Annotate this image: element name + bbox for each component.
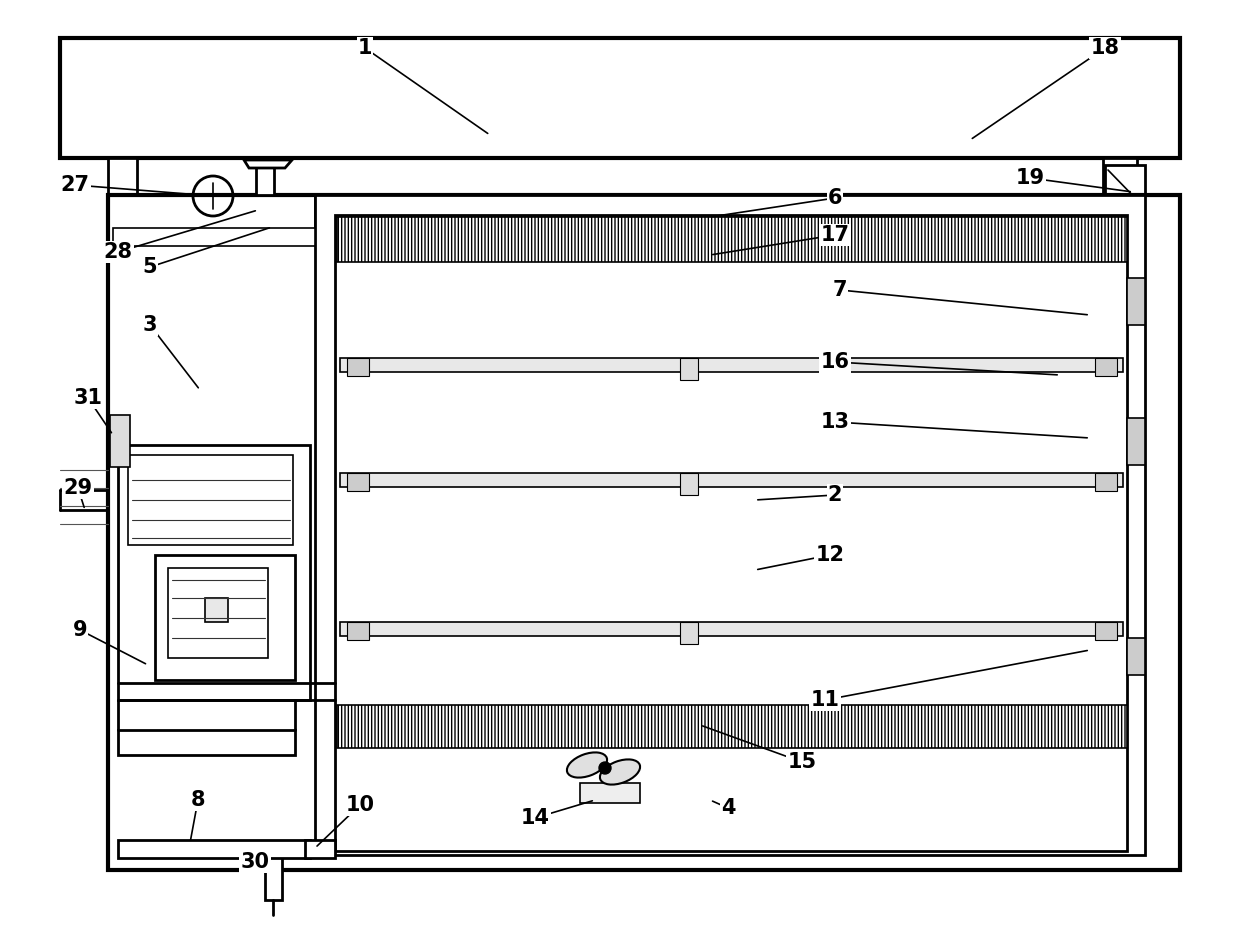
Bar — [265, 848, 281, 900]
Bar — [337, 705, 1127, 748]
Bar — [255, 165, 274, 195]
Bar — [108, 158, 136, 195]
Bar — [118, 445, 310, 700]
Circle shape — [599, 762, 611, 774]
Text: 27: 27 — [61, 175, 89, 195]
Text: 28: 28 — [103, 242, 133, 262]
Bar — [347, 473, 370, 491]
Bar — [305, 840, 335, 858]
Text: 18: 18 — [1090, 38, 1120, 58]
Bar — [1095, 622, 1117, 640]
Bar — [580, 783, 640, 803]
Bar — [167, 568, 268, 658]
Bar — [340, 622, 1123, 636]
Bar — [1095, 358, 1117, 376]
Bar — [118, 730, 295, 755]
Text: 5: 5 — [143, 257, 157, 277]
Bar — [315, 195, 1145, 855]
Bar — [1104, 158, 1137, 195]
Text: 13: 13 — [821, 412, 849, 432]
Bar — [128, 455, 293, 545]
Text: 9: 9 — [73, 620, 87, 640]
Bar — [1127, 278, 1145, 325]
Bar — [680, 622, 698, 644]
Text: 8: 8 — [191, 790, 206, 810]
Text: 2: 2 — [828, 485, 842, 505]
Text: 10: 10 — [346, 795, 374, 815]
Ellipse shape — [567, 753, 608, 778]
Bar — [108, 195, 1180, 870]
Bar — [60, 38, 1180, 158]
Text: 7: 7 — [833, 280, 847, 300]
Bar — [347, 358, 370, 376]
Bar — [340, 473, 1123, 487]
Bar — [1127, 638, 1145, 675]
Text: 17: 17 — [821, 225, 849, 245]
Text: 19: 19 — [1016, 168, 1044, 188]
Bar — [680, 358, 698, 380]
Bar — [1095, 473, 1117, 491]
Bar — [335, 215, 1127, 851]
Text: 3: 3 — [143, 315, 157, 335]
Text: 12: 12 — [816, 545, 844, 565]
Text: 11: 11 — [811, 690, 839, 710]
Text: 1: 1 — [358, 38, 372, 58]
Bar — [205, 598, 228, 622]
Bar — [1127, 418, 1145, 465]
Bar — [155, 555, 295, 680]
Bar — [113, 228, 315, 246]
Text: 14: 14 — [521, 808, 549, 828]
Bar — [347, 622, 370, 640]
Bar — [340, 358, 1123, 372]
Text: 30: 30 — [241, 852, 269, 872]
Bar — [1105, 165, 1145, 208]
Bar — [337, 217, 1127, 262]
Polygon shape — [244, 160, 291, 168]
Bar — [680, 473, 698, 495]
Text: 6: 6 — [828, 188, 842, 208]
Bar — [110, 415, 130, 467]
Text: 4: 4 — [720, 798, 735, 818]
Text: 31: 31 — [73, 388, 103, 408]
Bar — [118, 840, 310, 858]
Bar — [315, 195, 1145, 240]
Text: 15: 15 — [787, 752, 817, 772]
Ellipse shape — [600, 759, 640, 784]
Text: 16: 16 — [821, 352, 849, 372]
Text: 29: 29 — [63, 478, 93, 498]
